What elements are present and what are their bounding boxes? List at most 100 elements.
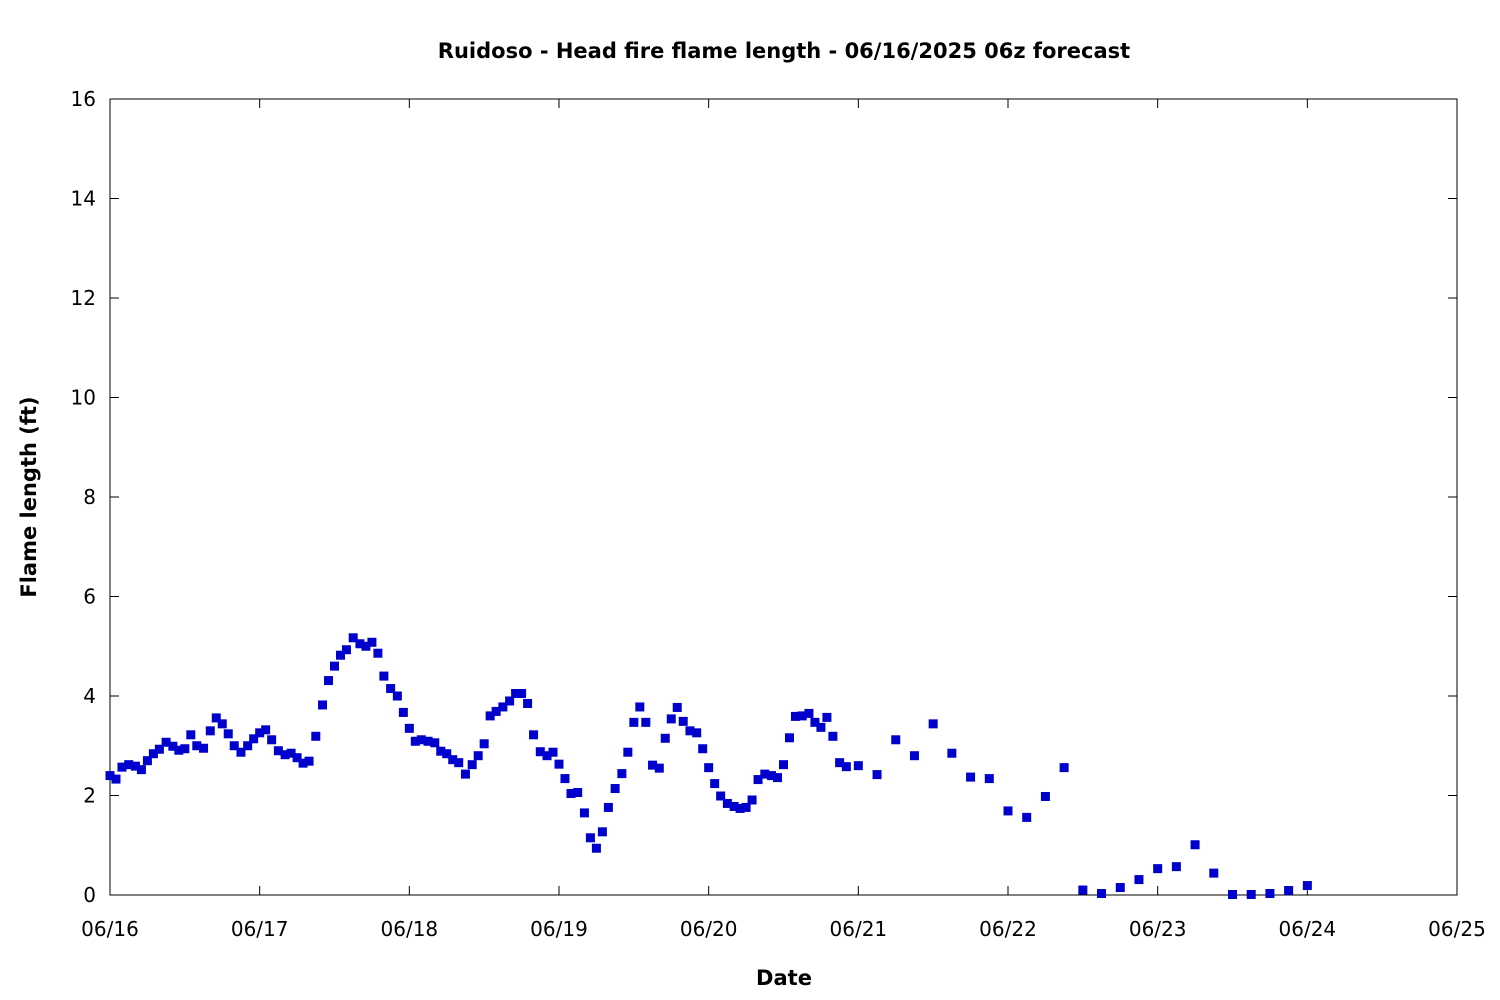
data-point [623, 747, 633, 757]
data-point [186, 730, 196, 740]
data-point [161, 737, 171, 747]
data-point [386, 684, 396, 694]
y-tick-label: 2 [83, 784, 96, 808]
x-tick-label: 06/22 [979, 917, 1037, 941]
x-tick-label: 06/24 [1279, 917, 1337, 941]
data-point [273, 746, 283, 756]
data-point [548, 747, 558, 757]
data-point [491, 706, 501, 716]
data-point [947, 748, 957, 758]
data-point [117, 762, 127, 772]
chart-title: Ruidoso - Head fire flame length - 06/16… [438, 39, 1130, 63]
data-point [554, 759, 564, 769]
data-point [448, 755, 458, 765]
data-point [1265, 889, 1275, 899]
data-point [641, 717, 651, 727]
data-point [223, 729, 233, 739]
data-point [692, 728, 702, 738]
data-point [124, 760, 134, 770]
data-point [355, 639, 365, 649]
data-point [1097, 889, 1107, 899]
data-point [430, 738, 440, 748]
data-point [704, 763, 714, 773]
x-tick-label: 06/25 [1428, 917, 1486, 941]
y-tick-label: 16 [71, 87, 96, 111]
data-point [1115, 883, 1125, 893]
data-point [324, 676, 334, 686]
data-point [416, 735, 426, 745]
data-point [335, 650, 345, 660]
data-point [672, 702, 682, 712]
data-point [610, 784, 620, 794]
data-point [747, 795, 757, 805]
data-point [853, 761, 863, 771]
data-point [267, 735, 277, 745]
x-tick-label: 06/16 [81, 917, 139, 941]
data-point [174, 745, 184, 755]
data-point [579, 808, 589, 818]
data-point [142, 756, 152, 766]
y-tick-label: 0 [83, 883, 96, 907]
data-point [148, 749, 158, 759]
data-point [816, 722, 826, 732]
data-point [722, 798, 732, 808]
data-point [535, 747, 545, 757]
data-point [229, 741, 239, 751]
data-point [410, 736, 420, 746]
data-point [779, 760, 788, 770]
data-point [1228, 890, 1237, 900]
axis-ticks: 0 2 4 6 8 10 12 14 16 06/16 06/17 06/18 06/19 06/20 06… [71, 87, 1486, 941]
data-point [404, 723, 414, 733]
plot-frame [109, 98, 1458, 896]
data-point [168, 741, 178, 751]
data-point [685, 726, 695, 736]
data-point [261, 725, 271, 735]
data-point [891, 735, 901, 745]
data-point [648, 760, 658, 770]
data-point [398, 707, 408, 717]
data-point [311, 731, 321, 741]
data-point [1040, 791, 1050, 801]
data-point [1302, 881, 1312, 891]
data-point [810, 717, 820, 727]
data-point [511, 689, 521, 699]
data-point [485, 711, 495, 721]
data-point [199, 743, 209, 753]
data-point [790, 711, 800, 721]
data-point [1022, 812, 1032, 822]
data-point [286, 748, 296, 758]
data-point [760, 769, 770, 779]
y-tick-label: 6 [83, 585, 96, 609]
data-point [741, 802, 751, 812]
data-point [566, 789, 576, 799]
data-point [1003, 806, 1013, 816]
data-point [735, 803, 745, 813]
data-point [666, 714, 676, 724]
data-point [460, 769, 470, 779]
data-point [217, 719, 227, 729]
x-tick-label: 06/18 [381, 917, 439, 941]
data-point [436, 746, 446, 756]
data-point [479, 739, 489, 749]
data-point [1078, 885, 1088, 895]
data-point [698, 744, 708, 754]
data-point [909, 751, 919, 761]
data-point [442, 749, 452, 759]
data-point [984, 774, 994, 784]
data-point [498, 702, 508, 712]
data-point [804, 708, 814, 718]
data-point [660, 733, 670, 743]
data-point [767, 771, 777, 781]
data-point [130, 761, 140, 771]
data-point [635, 702, 645, 712]
data-point [292, 753, 302, 763]
data-point [505, 696, 515, 706]
data-point [236, 747, 246, 757]
data-point [111, 774, 121, 784]
data-point [304, 756, 314, 766]
data-point [373, 648, 383, 658]
data-point [835, 758, 845, 768]
data-point [1246, 890, 1256, 900]
y-tick-label: 10 [71, 386, 96, 410]
